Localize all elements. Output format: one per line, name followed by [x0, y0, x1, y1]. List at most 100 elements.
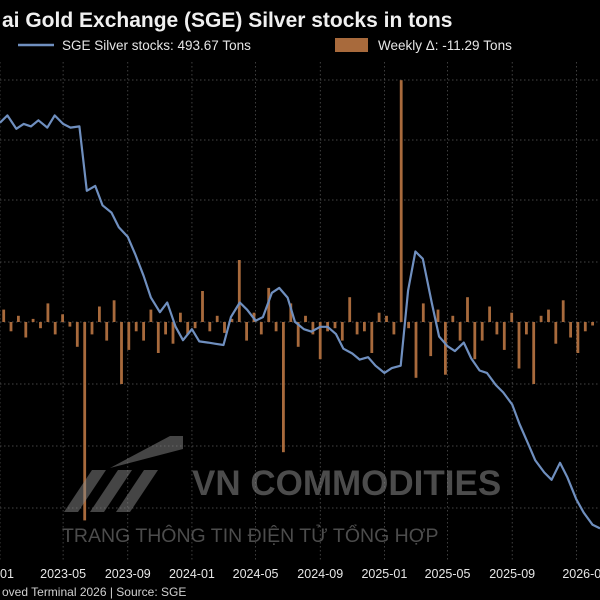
weekly-change-bar: [547, 309, 550, 322]
watermark-brand: VN COMMODITIES: [192, 464, 501, 503]
weekly-change-bar: [473, 322, 477, 360]
weekly-change-bar: [259, 322, 263, 335]
legend: SGE Silver stocks: 493.67 Tons Weekly Δ:…: [18, 38, 512, 53]
weekly-change-bar: [569, 322, 572, 338]
weekly-change-bar: [9, 322, 13, 332]
x-tick-label: 2024-05: [233, 567, 279, 581]
weekly-change-bar: [385, 315, 388, 322]
weekly-change-bar: [510, 312, 514, 322]
weekly-change-bar: [539, 315, 543, 322]
weekly-change-bars: [2, 80, 594, 521]
weekly-change-bar: [377, 312, 381, 322]
x-tick-label: 2024-09: [297, 567, 343, 581]
weekly-change-bar: [525, 322, 528, 335]
weekly-change-bar: [17, 315, 20, 322]
weekly-change-bar: [429, 322, 433, 357]
weekly-change-bar: [340, 322, 344, 341]
weekly-change-bar: [31, 318, 35, 322]
weekly-change-bar: [112, 300, 116, 322]
x-tick-label: 2023-09: [105, 567, 151, 581]
source-footer: oved Terminal 2026 | Source: SGE: [2, 585, 186, 599]
weekly-change-bar: [53, 322, 57, 335]
weekly-change-bar: [223, 322, 226, 333]
weekly-change-bar: [149, 309, 153, 322]
weekly-change-bar: [2, 309, 6, 322]
weekly-change-bar: [201, 291, 204, 322]
weekly-change-bar: [215, 315, 219, 322]
weekly-change-bar: [142, 322, 145, 341]
weekly-change-bar: [480, 322, 484, 341]
weekly-change-bar: [289, 303, 293, 322]
weekly-change-bar: [171, 322, 175, 344]
weekly-change-bar: [532, 322, 536, 384]
x-tick-label: 01: [0, 567, 14, 581]
weekly-change-bar: [561, 300, 565, 322]
legend-bar-label: Weekly Δ: -11.29 Tons: [378, 38, 512, 53]
weekly-change-bar: [274, 322, 278, 332]
weekly-change-bar: [458, 322, 462, 341]
weekly-change-bar: [296, 322, 300, 347]
weekly-change-bar: [304, 315, 307, 322]
weekly-change-bar: [318, 322, 322, 360]
weekly-change-bar: [583, 322, 587, 332]
x-tick-label: 2025-05: [425, 567, 471, 581]
x-tick-label: 2023-05: [40, 567, 86, 581]
weekly-change-bar: [421, 303, 425, 322]
weekly-change-bar: [24, 322, 28, 338]
weekly-change-bar: [83, 322, 87, 521]
weekly-change-bar: [156, 322, 160, 353]
weekly-change-bar: [127, 322, 131, 350]
weekly-change-bar: [370, 322, 374, 353]
weekly-change-bar: [46, 303, 50, 322]
weekly-change-bar: [576, 322, 580, 353]
weekly-change-bar: [399, 80, 403, 322]
weekly-change-bar: [451, 315, 455, 322]
weekly-change-bar: [355, 322, 359, 335]
weekly-change-bar: [193, 322, 197, 329]
weekly-change-bar: [208, 322, 212, 332]
weekly-change-bar: [98, 306, 101, 322]
x-tick-label: 2025-01: [361, 567, 407, 581]
weekly-change-bar: [495, 322, 499, 335]
weekly-change-bar: [61, 314, 64, 323]
x-tick-label: 2025-09: [489, 567, 535, 581]
weekly-change-bar: [502, 322, 506, 350]
weekly-change-bar: [186, 322, 190, 335]
x-tick-label: 2024-01: [169, 567, 215, 581]
weekly-change-bar: [68, 322, 72, 327]
weekly-change-bar: [414, 322, 418, 378]
weekly-change-bar: [444, 322, 447, 375]
watermark-logo-icon: [64, 436, 183, 512]
legend-bar-swatch: [335, 38, 368, 52]
weekly-change-bar: [164, 322, 167, 335]
watermark-tagline: TRANG THÔNG TIN ĐIỆN TỬ TỔNG HỢP: [62, 523, 438, 547]
weekly-change-bar: [120, 322, 123, 384]
weekly-change-bar: [311, 322, 315, 335]
weekly-change-bar: [363, 322, 366, 332]
weekly-change-bar: [179, 312, 182, 322]
weekly-change-bar: [407, 322, 410, 329]
silver-stocks-line: [0, 114, 600, 530]
weekly-change-bar: [436, 309, 440, 322]
weekly-change-bar: [282, 322, 285, 453]
weekly-change-bar: [39, 322, 42, 329]
weekly-change-bar: [348, 297, 352, 322]
weekly-change-bar: [554, 322, 558, 344]
weekly-change-bar: [517, 322, 521, 369]
weekly-change-bar: [591, 322, 594, 326]
weekly-change-bar: [333, 322, 337, 329]
watermark: VN COMMODITIES TRANG THÔNG TIN ĐIỆN TỬ T…: [62, 436, 501, 547]
weekly-change-bar: [237, 260, 241, 322]
weekly-change-bar: [392, 322, 396, 335]
weekly-change-bar: [245, 322, 248, 341]
weekly-change-bar: [466, 297, 469, 322]
x-axis-ticks: 01 2023-05 2023-09 2024-01 2024-05 2024-09 202…: [0, 567, 600, 581]
weekly-change-bar: [105, 322, 109, 341]
legend-line-label: SGE Silver stocks: 493.67 Tons: [62, 38, 251, 53]
weekly-change-bar: [90, 322, 94, 335]
weekly-change-bar: [488, 306, 491, 322]
x-tick-label: 2026-0: [562, 567, 600, 581]
weekly-change-bar: [267, 287, 271, 322]
weekly-change-bar: [230, 318, 234, 322]
